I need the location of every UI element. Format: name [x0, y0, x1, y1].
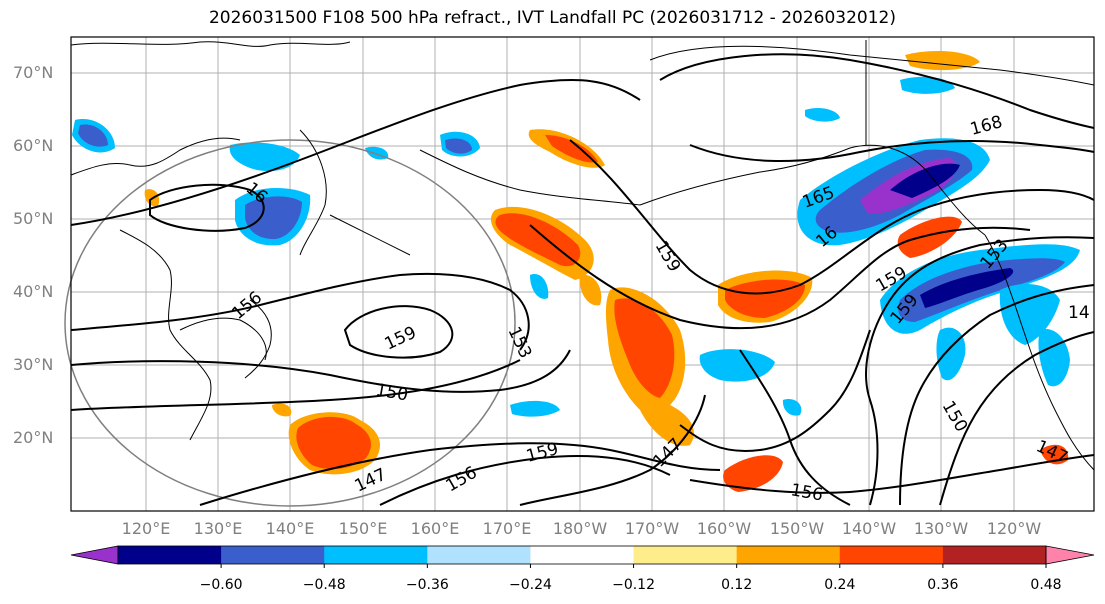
- longitude-labels: 120°E 130°E 140°E 150°E 160°E 170°E 180°W 170°W…: [122, 519, 1042, 538]
- colorbar-extend-low: [70, 545, 119, 565]
- colorbar-tick-label: −0.48: [303, 577, 346, 593]
- contour-line: [343, 305, 454, 359]
- colorbar-tick-label: 0.12: [721, 577, 752, 593]
- figure-title: 2026031500 F108 500 hPa refract., IVT La…: [208, 8, 896, 28]
- shade-positive: [579, 274, 602, 306]
- lon-label: 130°E: [194, 519, 243, 538]
- colorbar-tick-label: 0.24: [824, 577, 855, 593]
- radius-circle: [64, 139, 516, 507]
- coastline-asia: [70, 41, 351, 441]
- shade-negative: [445, 138, 472, 154]
- contour-line: [70, 359, 521, 411]
- colorbar-bin: [427, 546, 531, 564]
- colorbar-tick-label: −0.12: [612, 577, 655, 593]
- colorbar-bin: [221, 546, 325, 564]
- shade-positive: [296, 416, 372, 470]
- coastlines: [70, 40, 1095, 471]
- coastline-kuril-aleutian: [329, 149, 641, 256]
- colorbar-extend-high: [1045, 545, 1095, 565]
- colorbar-frame: [117, 545, 1047, 565]
- contour-line: [70, 349, 571, 393]
- shade-negative: [78, 124, 108, 147]
- colorbar-bin: [839, 546, 944, 564]
- contour-line: [70, 272, 530, 351]
- shade-positive: [545, 135, 598, 163]
- contour-line: [659, 53, 1095, 129]
- lon-label: 180°W: [553, 519, 608, 538]
- shade-negative: [805, 107, 840, 122]
- shade-positive: [723, 455, 783, 492]
- height-contours: [70, 53, 1095, 506]
- contour-line: [519, 394, 706, 506]
- colorbar-tick-label: −0.24: [509, 577, 552, 593]
- contour-line: [149, 183, 265, 232]
- lat-label: 20°N: [13, 428, 53, 447]
- lon-label: 140°E: [266, 519, 315, 538]
- contour-label: 14: [1068, 303, 1090, 323]
- coastline-japan: [244, 299, 272, 379]
- colorbar-tick-label: 0.48: [1030, 577, 1061, 593]
- contour-line: [689, 139, 1095, 162]
- lon-label: 150°W: [770, 519, 825, 538]
- lon-label: 160°W: [697, 519, 752, 538]
- contour-line: [939, 331, 1095, 506]
- contour-line: [70, 79, 641, 226]
- shaded-anomalies: [72, 50, 1080, 492]
- map-border: [70, 36, 1095, 512]
- lat-label: 30°N: [13, 355, 53, 374]
- contour-line: [199, 442, 721, 506]
- shade-positive: [614, 298, 675, 398]
- colorbar-tick-label: 0.36: [927, 577, 958, 593]
- contour-line: [689, 454, 1095, 494]
- lat-label: 50°N: [13, 209, 53, 228]
- shade-negative: [245, 196, 302, 240]
- map-panel: 168 165 16 16 159 159 156 159 153 150 14…: [64, 36, 1095, 512]
- contour-line: [865, 236, 1095, 506]
- latitude-labels: 70°N 60°N 50°N 40°N 30°N 20°N: [13, 63, 53, 447]
- shade-positive: [897, 216, 962, 258]
- shade-negative: [890, 163, 960, 198]
- lon-label: 170°E: [483, 519, 532, 538]
- contour-line: [679, 329, 871, 452]
- colorbar-tick-label: −0.60: [200, 577, 243, 593]
- lon-label: 140°W: [842, 519, 897, 538]
- contour-line: [529, 224, 1031, 330]
- coastline-alaska: [639, 45, 1095, 236]
- lon-label: 170°W: [625, 519, 680, 538]
- lon-label: 130°W: [914, 519, 969, 538]
- colorbar-bin: [633, 546, 738, 564]
- colorbar-bin: [324, 546, 428, 564]
- colorbar-tick-label: −0.36: [406, 577, 449, 593]
- lon-label: 150°E: [339, 519, 388, 538]
- colorbar-bin: [942, 546, 1047, 564]
- coastline-kamchatka: [299, 129, 327, 256]
- shade-negative: [920, 268, 1014, 308]
- coastline-namerica: [984, 234, 1095, 471]
- shade-positive: [905, 50, 980, 71]
- contour-line: [569, 139, 1095, 295]
- lat-label: 70°N: [13, 63, 53, 82]
- contour-line: [379, 455, 671, 506]
- lon-label: 160°E: [411, 519, 460, 538]
- shade-positive: [272, 403, 292, 417]
- colorbar: −0.60 −0.48 −0.36 −0.24 −0.12 0.12 0.24 0.36 0.4…: [70, 545, 1095, 593]
- lon-label: 120°E: [122, 519, 171, 538]
- shade-negative: [510, 400, 560, 417]
- colorbar-bin: [736, 546, 841, 564]
- shade-positive: [495, 213, 581, 267]
- shade-negative: [782, 399, 802, 416]
- lat-label: 60°N: [13, 136, 53, 155]
- contour-line: [899, 284, 1095, 506]
- shade-negative: [229, 142, 300, 172]
- shade-negative: [530, 274, 549, 299]
- lon-label: 120°W: [987, 519, 1042, 538]
- colorbar-bin: [530, 546, 635, 564]
- lat-label: 40°N: [13, 282, 53, 301]
- colorbar-bin: [118, 546, 222, 564]
- shade-negative: [898, 258, 1065, 322]
